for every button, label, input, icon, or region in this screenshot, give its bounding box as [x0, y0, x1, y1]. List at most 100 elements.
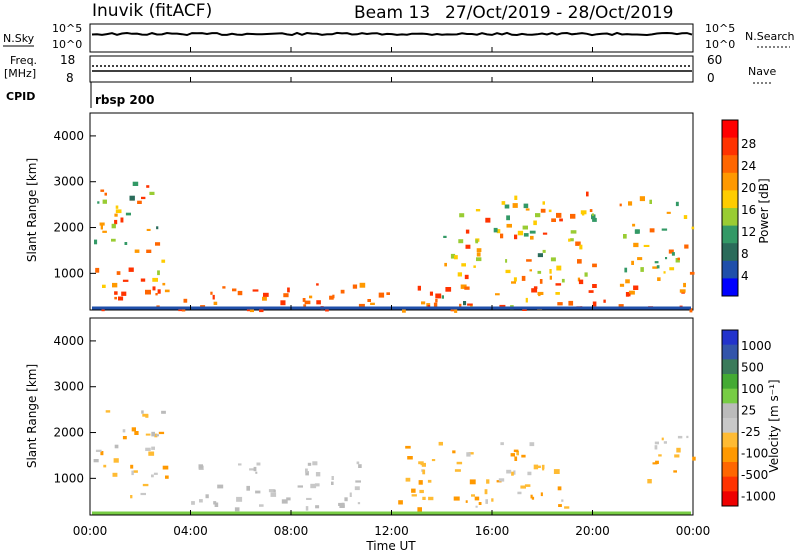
data-cell [561, 278, 565, 283]
velocity-colorbar-tick: 100 [741, 382, 764, 396]
data-cell [592, 263, 597, 268]
data-cell [465, 229, 470, 234]
data-cell [212, 294, 215, 300]
data-cell [537, 465, 541, 468]
data-cell [305, 471, 309, 476]
data-cell [386, 292, 390, 295]
data-cell [661, 437, 664, 441]
data-cell [378, 292, 385, 298]
power-colorbar-swatch [722, 243, 738, 262]
data-cell [411, 488, 416, 493]
data-cell [579, 244, 583, 250]
data-cell [524, 484, 531, 487]
data-cell [140, 492, 146, 496]
data-cell [506, 223, 512, 228]
data-cell [145, 447, 151, 451]
data-cell [633, 242, 639, 248]
power-colorbar-swatch [722, 260, 738, 279]
data-cell [95, 449, 102, 452]
velocity-colorbar-tick: -500 [741, 468, 768, 482]
velocity-colorbar-tick: 25 [741, 404, 756, 418]
data-cell [152, 277, 158, 282]
data-cell [511, 471, 514, 476]
data-cell [527, 471, 532, 476]
data-cell [155, 434, 159, 437]
data-cell [511, 281, 516, 284]
data-cell [111, 238, 116, 242]
data-cell [564, 506, 570, 509]
data-cell [514, 195, 518, 200]
data-cell [141, 196, 146, 200]
data-cell [129, 195, 135, 201]
data-cell [577, 277, 581, 282]
data-cell [517, 230, 524, 236]
data-cell [246, 485, 250, 491]
data-cell [557, 486, 562, 491]
data-cell [122, 279, 129, 282]
data-cell [281, 499, 288, 504]
data-cell [555, 292, 560, 295]
data-cell [559, 218, 563, 222]
data-cell [178, 308, 182, 312]
data-cell [647, 479, 652, 484]
data-cell [623, 234, 627, 239]
data-cell [358, 303, 365, 307]
data-cell [513, 470, 516, 475]
data-cell [506, 469, 512, 474]
velocity-colorbar-tick: -1000 [741, 490, 776, 504]
data-cell [656, 265, 660, 269]
data-cell [315, 472, 321, 477]
power-colorbar-tick: 24 [741, 159, 756, 173]
data-cell [533, 286, 538, 289]
data-cell [125, 212, 131, 216]
data-cell [305, 468, 308, 473]
velocity-colorbar-tick: -25 [741, 425, 761, 439]
data-cell [500, 442, 504, 446]
data-cell [523, 233, 529, 237]
data-cell [542, 232, 548, 235]
data-cell [100, 225, 103, 230]
data-cell [643, 244, 650, 247]
noise-left-tick-top: 10^5 [52, 22, 82, 35]
data-cell [555, 283, 562, 286]
data-cell [686, 435, 689, 439]
data-cell [628, 290, 635, 295]
data-cell [628, 201, 633, 206]
data-cell [513, 277, 517, 282]
data-cell [540, 208, 546, 213]
data-cell [505, 259, 508, 263]
data-cell [535, 213, 541, 218]
data-cell [155, 242, 161, 246]
date-range-title: 27/Oct/2019 - 28/Oct/2019 [445, 3, 673, 23]
noise-right-label: N.Search [745, 30, 795, 43]
freq-right-tick-top: 60 [707, 53, 722, 67]
data-cell [302, 298, 306, 302]
data-cell [669, 267, 675, 271]
data-cell [589, 209, 593, 212]
time-tick-label: 08:00 [274, 524, 309, 538]
velocity-colorbar-swatch [722, 403, 738, 419]
data-cell [255, 490, 261, 494]
data-cell [475, 209, 481, 212]
beam-title: Beam 13 [354, 3, 430, 23]
data-cell [151, 474, 154, 478]
data-cell [452, 450, 456, 454]
data-cell [205, 494, 209, 499]
data-cell [558, 504, 562, 507]
velocity-colorbar-swatch [722, 491, 738, 507]
data-cell [359, 282, 366, 288]
data-cell [238, 463, 242, 466]
data-cell [570, 230, 577, 234]
data-cell [470, 303, 473, 308]
data-cell [683, 215, 688, 219]
data-cell [624, 267, 628, 273]
data-cell [94, 239, 98, 245]
data-cell [473, 265, 476, 268]
data-cell [114, 444, 119, 449]
data-cell [124, 242, 128, 245]
data-cell [427, 479, 432, 483]
data-cell [468, 452, 474, 455]
data-cell [661, 228, 668, 231]
data-cell [433, 302, 438, 308]
data-cell [273, 489, 276, 493]
